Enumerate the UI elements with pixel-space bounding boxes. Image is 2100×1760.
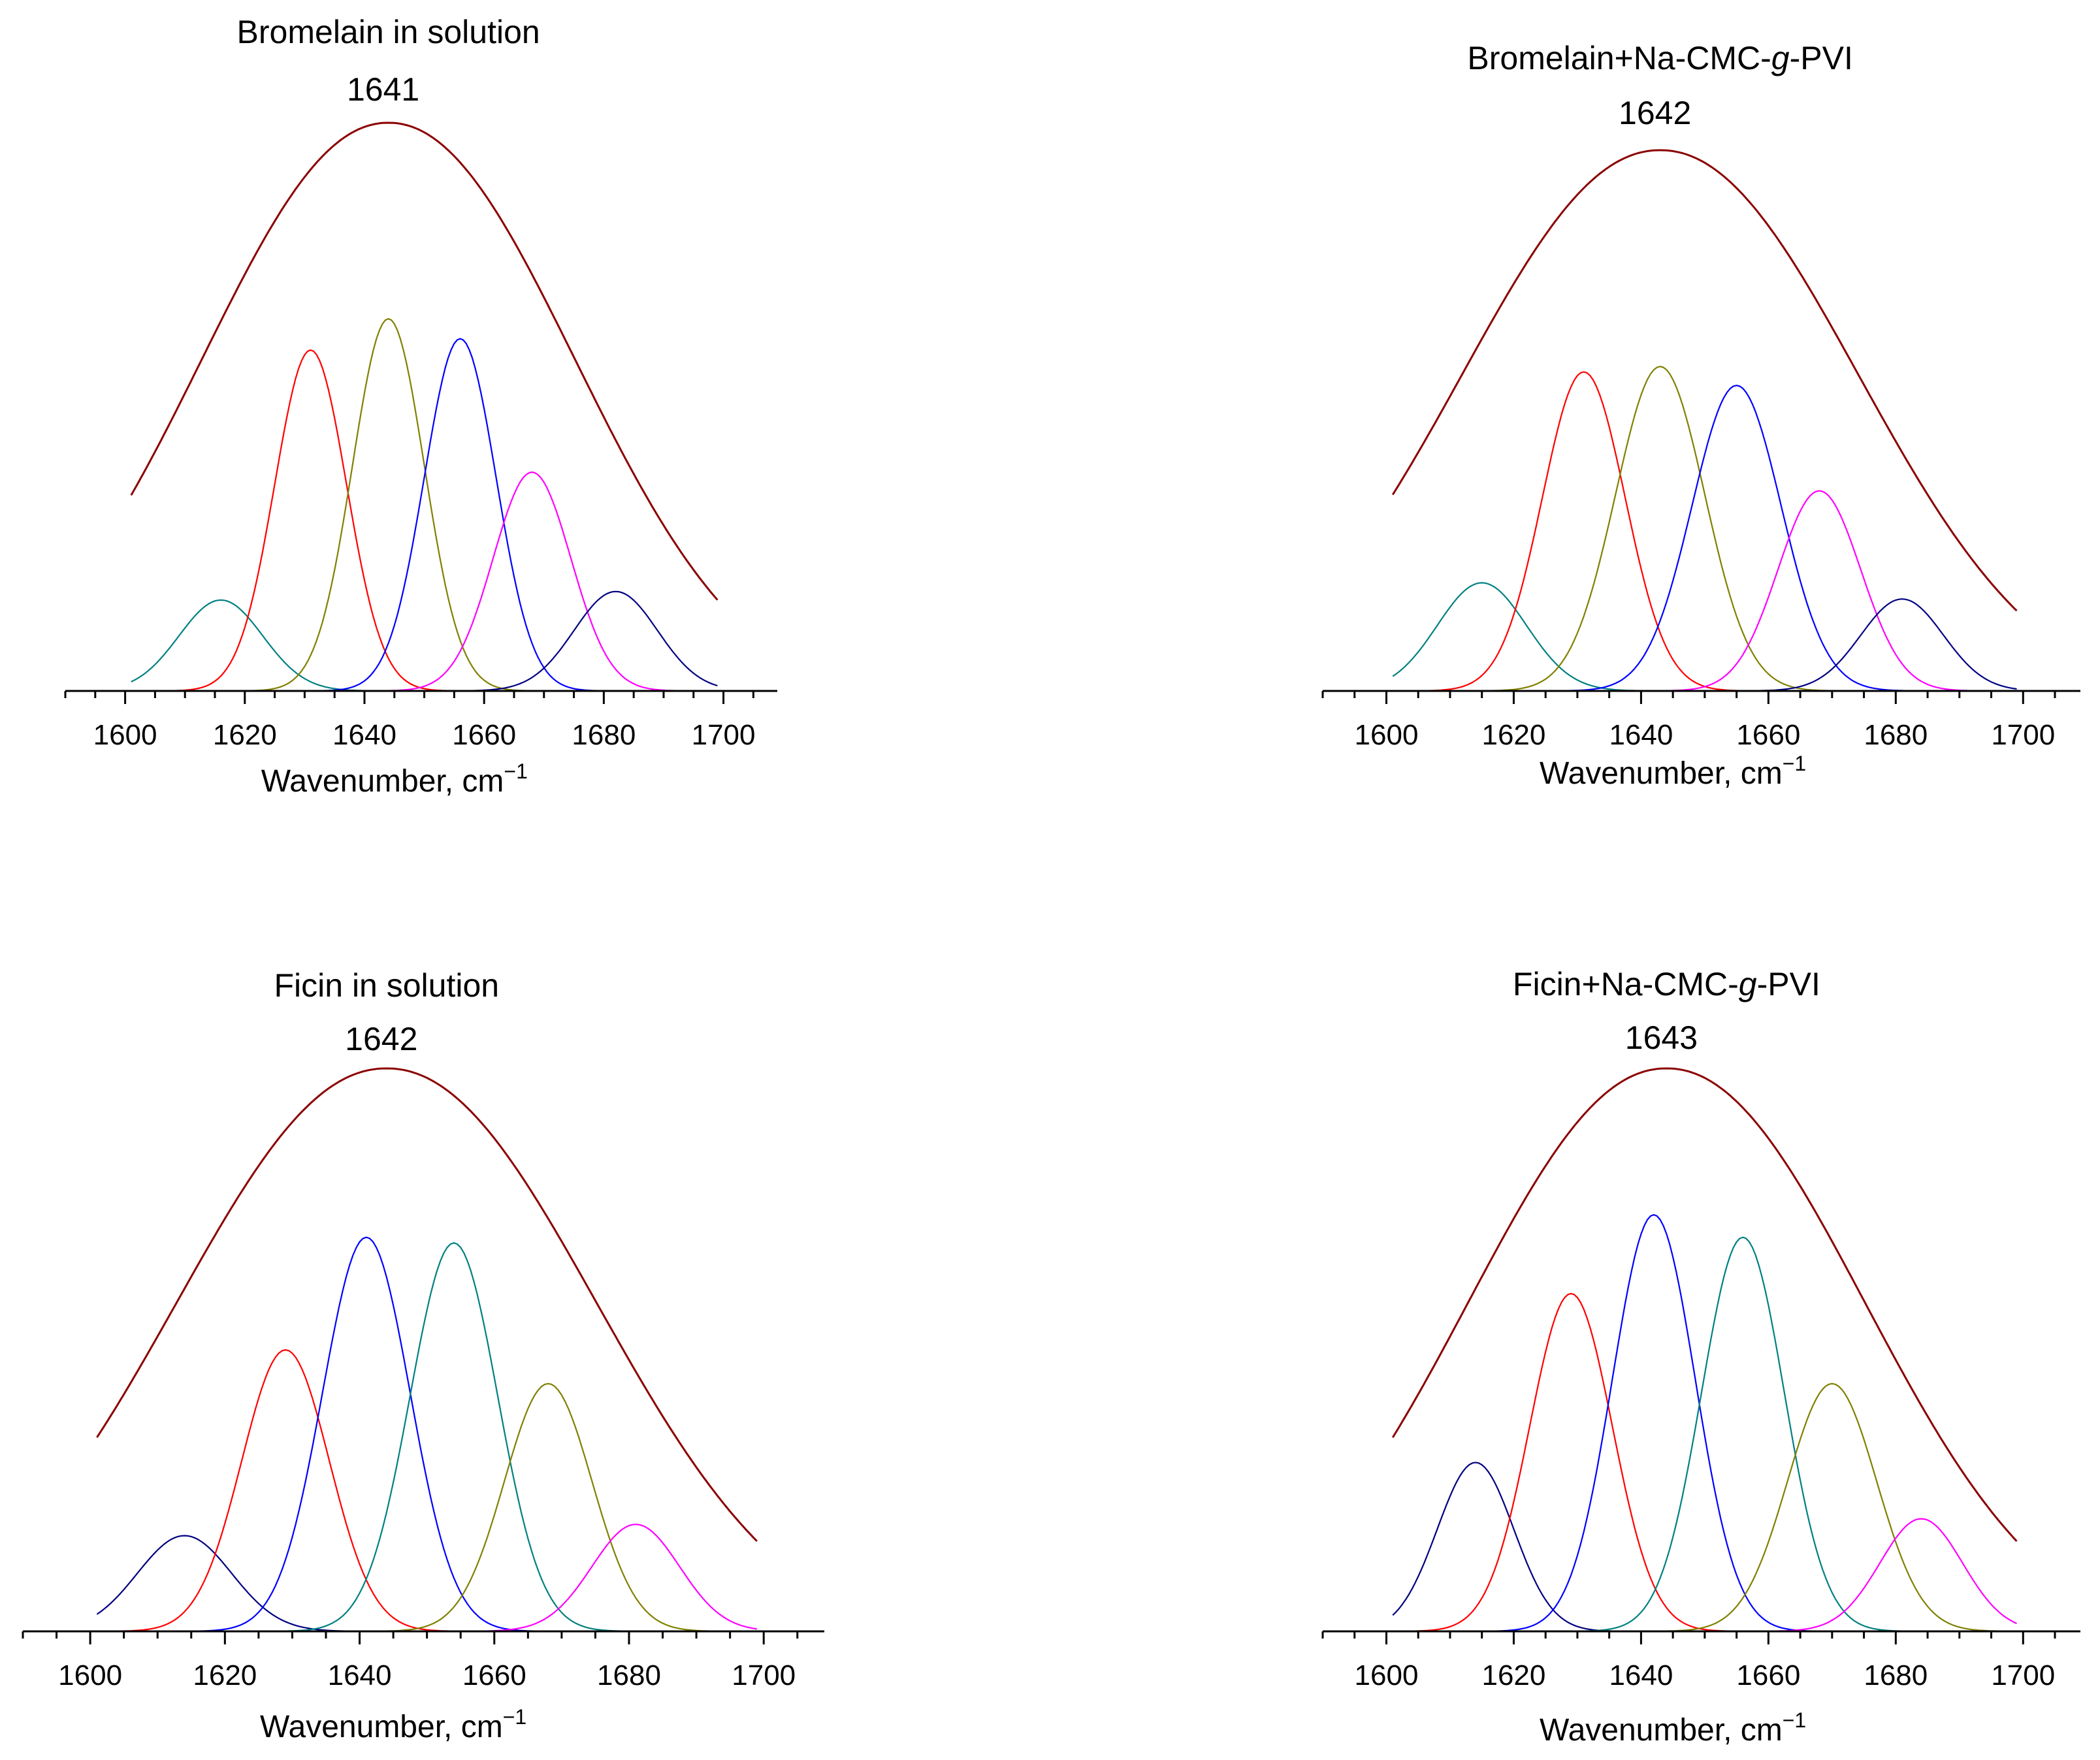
component-band-3 (1393, 366, 2017, 692)
x-tick-label: 1660 (452, 719, 516, 751)
x-tick-label: 1620 (193, 1659, 257, 1691)
component-band-1 (1392, 1462, 2017, 1633)
x-axis-label: Wavenumber, cm−1 (261, 760, 528, 799)
x-tick-label: 1680 (597, 1659, 661, 1691)
x-axis-label: Wavenumber, cm−1 (1540, 752, 1806, 791)
component-band-1 (96, 1535, 757, 1633)
component-band-5 (1393, 490, 2017, 692)
x-tick-label: 1600 (1355, 719, 1419, 751)
panel-title: Bromelain+Na-CMC-g-PVI (1467, 40, 1852, 76)
component-band-3 (131, 318, 718, 692)
x-tick-label: 1700 (1991, 719, 2055, 751)
x-tick-label: 1600 (58, 1659, 122, 1691)
envelope-curve (130, 121, 719, 601)
component-band-6 (1393, 1518, 2017, 1633)
envelope-curve (96, 1067, 758, 1543)
peak-position-label: 1641 (347, 71, 419, 108)
x-tick-label: 1680 (1864, 1659, 1928, 1691)
component-band-4 (1393, 385, 2017, 692)
x-tick-label: 1660 (1736, 719, 1800, 751)
x-tick-label: 1660 (462, 1659, 526, 1691)
component-band-6 (131, 590, 718, 692)
peak-position-label: 1642 (1619, 95, 1691, 131)
peak-position-label: 1642 (345, 1021, 417, 1057)
x-tick-label: 1640 (328, 1659, 392, 1691)
peak-position-label: 1643 (1625, 1019, 1698, 1056)
component-band-4 (97, 1242, 757, 1633)
component-band-1 (1392, 582, 2017, 692)
x-tick-label: 1620 (213, 719, 277, 751)
component-band-5 (1393, 1383, 2017, 1633)
component-band-6 (97, 1524, 758, 1633)
component-band-4 (131, 338, 718, 692)
envelope-curve (1391, 1067, 2018, 1543)
x-axis-label: Wavenumber, cm−1 (260, 1705, 526, 1744)
x-tick-label: 1700 (1991, 1659, 2055, 1691)
component-band-3 (1393, 1214, 2017, 1633)
component-band-2 (131, 349, 718, 692)
component-band-2 (1393, 371, 2017, 692)
component-band-5 (97, 1383, 757, 1633)
panel-3: Ficin in solution 1642 1600 1620 1640 1660 168… (22, 967, 824, 1744)
panel-1: Bromelain in solution 1641 1600 1620 1640 166… (64, 14, 777, 799)
x-tick-label: 1640 (332, 719, 396, 751)
x-tick-label: 1600 (93, 719, 157, 751)
x-tick-label: 1620 (1481, 719, 1545, 751)
x-tick-label: 1660 (1736, 1659, 1800, 1691)
component-band-2 (1393, 1292, 2017, 1633)
x-axis-label: Wavenumber, cm−1 (1540, 1708, 1806, 1748)
component-band-5 (131, 471, 718, 692)
x-tick-label: 1700 (692, 719, 756, 751)
x-tick-label: 1680 (572, 719, 636, 751)
panel-title: Ficin+Na-CMC-g-PVI (1513, 966, 1820, 1002)
panel-4: Ficin+Na-CMC-g-PVI 1643 1600 1620 1640 1660 16… (1321, 966, 2080, 1748)
envelope-curve (1391, 149, 2018, 612)
x-tick-label: 1640 (1609, 1659, 1673, 1691)
x-tick-label: 1640 (1609, 719, 1673, 751)
component-band-3 (97, 1236, 757, 1633)
x-tick-label: 1700 (732, 1659, 796, 1691)
component-band-2 (97, 1349, 757, 1633)
panel-title: Bromelain in solution (237, 14, 540, 50)
x-tick-label: 1600 (1355, 1659, 1419, 1691)
x-tick-label: 1680 (1864, 719, 1928, 751)
panel-2: Bromelain+Na-CMC-g-PVI 1642 1600 1620 1640 16… (1321, 40, 2080, 791)
panel-title: Ficin in solution (274, 967, 499, 1004)
x-tick-label: 1620 (1481, 1659, 1545, 1691)
component-band-6 (1393, 598, 2017, 692)
